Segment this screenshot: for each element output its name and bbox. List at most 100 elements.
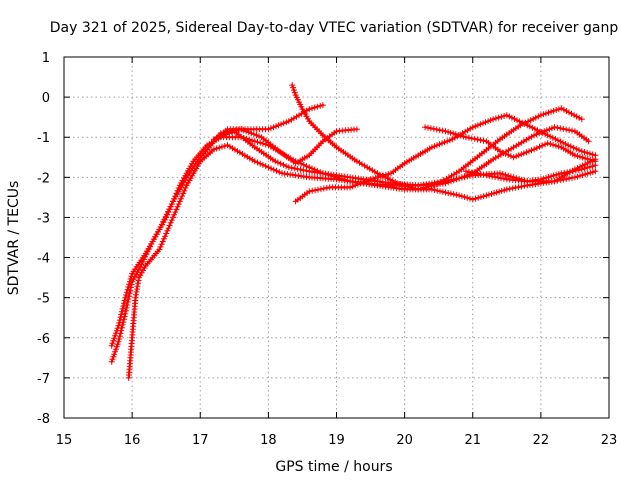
data-point [158,221,165,228]
data-point [387,176,394,183]
data-point [125,296,132,303]
data-point [581,165,588,172]
data-point [592,152,599,159]
data-point [166,206,173,213]
data-point [502,150,509,157]
data-point [467,172,473,179]
data-point [584,164,591,171]
data-point [116,319,123,326]
data-point [389,177,396,184]
data-point [357,180,364,187]
data-point [483,172,490,179]
y-tick-label: 1 [42,51,50,66]
data-point [553,107,560,113]
data-point [452,131,459,138]
series-track-8-markers [422,124,599,165]
x-tick-label: 20 [396,433,413,448]
data-point [119,305,126,312]
data-point [124,286,131,293]
data-point [270,166,277,173]
y-tick-label: -8 [37,412,50,427]
data-point [370,175,377,182]
data-point [570,144,577,151]
data-point [256,133,262,140]
data-point [427,125,434,132]
data-point [545,174,552,181]
data-point [254,159,261,166]
data-point [458,193,465,200]
data-point [560,139,566,146]
data-point [474,170,481,177]
data-point [126,281,133,288]
data-point [280,161,287,168]
data-point [461,174,468,181]
series-track-2 [110,104,324,347]
data-point [268,165,275,172]
data-point [278,121,285,128]
data-point [539,142,546,149]
data-point [317,186,324,193]
data-point [586,150,593,157]
data-point [175,201,182,208]
grid-lines [64,57,609,418]
data-point [585,138,592,145]
data-point [576,147,582,154]
data-point [472,123,479,130]
data-point [464,173,471,180]
data-point [498,175,504,182]
data-point [505,172,512,179]
data-point [442,128,449,135]
data-point [160,235,167,242]
data-point [507,173,514,180]
data-point [320,185,327,192]
data-point [477,171,484,178]
data-point [213,135,220,142]
data-point [159,238,166,245]
x-tick-label: 15 [56,433,73,448]
data-point [567,168,574,175]
data-point [563,108,570,114]
data-point [177,195,184,202]
data-point [422,184,429,191]
data-point [375,174,382,181]
data-point [520,150,527,157]
data-point [573,113,580,120]
data-point [221,143,228,149]
data-point [410,184,417,191]
data-point [445,190,452,196]
data-point [487,117,494,124]
data-point [490,116,497,123]
data-point [243,128,250,135]
data-point [122,294,129,301]
data-point [550,107,557,114]
data-point [592,162,599,169]
data-point [297,166,304,173]
data-point [303,167,310,174]
data-point [545,109,552,116]
data-point [115,338,122,345]
data-point [472,195,479,202]
series-track-6-markers [289,82,585,193]
data-point [248,130,255,137]
data-point [453,191,460,198]
y-tick-label: -4 [37,252,50,267]
y-tick-label: -5 [37,292,50,307]
data-point [566,175,573,182]
data-point [121,316,127,323]
data-point [394,180,401,187]
data-point [462,168,469,175]
data-point [300,161,307,168]
data-point [359,179,366,186]
data-point [181,187,188,194]
data-point [128,273,135,280]
data-point [276,169,283,176]
y-tick-label: 0 [42,91,50,106]
data-point [579,172,586,179]
data-point [121,300,127,307]
y-axis-label: SDTVAR / TECUs [6,181,22,296]
data-point [514,117,520,124]
data-point [428,182,434,189]
data-point [217,130,224,137]
data-point [257,160,264,167]
data-point [170,214,176,221]
